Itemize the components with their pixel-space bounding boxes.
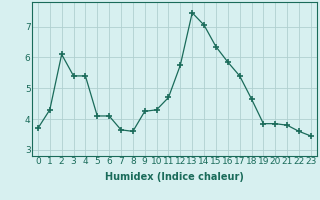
X-axis label: Humidex (Indice chaleur): Humidex (Indice chaleur) xyxy=(105,172,244,182)
